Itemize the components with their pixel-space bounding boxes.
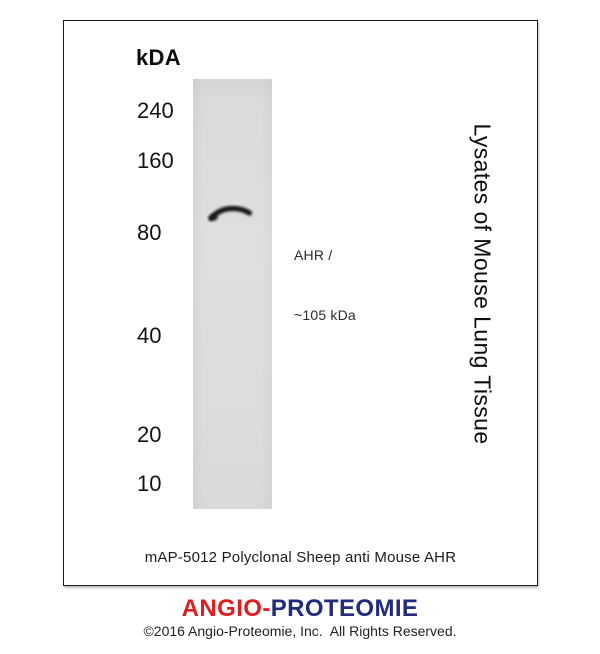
band-annotation-line1: AHR /	[294, 247, 333, 263]
blot-lane	[193, 79, 272, 509]
protein-band	[208, 205, 253, 222]
company-logo: ANGIO-PROTEOMIE	[0, 596, 600, 622]
logo-proteomie-text: PROTEOMIE	[270, 595, 419, 622]
copyright-notice: ©2016 Angio-Proteomie, Inc. All Rights R…	[143, 623, 457, 639]
mw-marker-20: 20	[137, 422, 162, 447]
mw-marker-160: 160	[137, 148, 174, 173]
mw-marker-10: 10	[137, 471, 162, 496]
antibody-caption: mAP-5012 Polyclonal Sheep anti Mouse AHR	[144, 549, 457, 566]
figure-box: kDA 240 160 80 40 20 10 AHR / ~105 kDa L…	[63, 20, 538, 586]
kda-axis-header: kDA	[136, 45, 181, 70]
sample-side-label: Lysates of Mouse Lung Tissue	[469, 123, 496, 445]
logo-angio-text: ANGIO-	[181, 595, 271, 622]
mw-marker-40: 40	[137, 323, 162, 348]
band-annotation-line2: ~105 kDa	[294, 307, 356, 323]
band-annotation: AHR / ~105 kDa	[294, 205, 356, 365]
mw-marker-240: 240	[137, 98, 174, 123]
mw-marker-80: 80	[137, 220, 162, 245]
